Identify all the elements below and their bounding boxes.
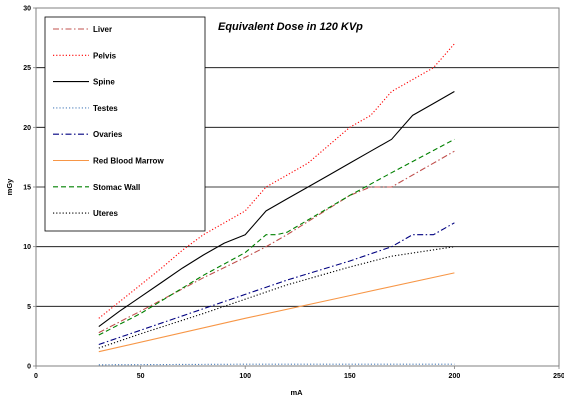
y-tick-label: 5	[27, 304, 31, 311]
x-axis-ticks: 0 50 100 150 200 250	[34, 366, 564, 380]
y-tick-label: 25	[23, 65, 31, 72]
series-line-red-blood-marrow	[98, 272, 455, 353]
x-axis-title: mA	[290, 388, 303, 397]
x-tick-label: 200	[449, 373, 461, 380]
legend-label: Spine	[93, 78, 115, 87]
x-tick-label: 100	[239, 373, 251, 380]
series-line-spine	[98, 91, 455, 328]
legend-box	[44, 16, 206, 232]
y-axis-title: mGy	[5, 178, 14, 196]
chart-title: Equivalent Dose in 120 KVp	[218, 21, 363, 33]
series-line-ovaries	[98, 222, 455, 346]
legend-label: Liver	[93, 25, 112, 34]
series-line-uteres	[98, 246, 455, 349]
x-tick-label: 250	[553, 373, 564, 380]
legend-label: Ovaries	[93, 130, 123, 139]
legend-label: Testes	[93, 104, 118, 113]
x-tick-label: 150	[344, 373, 356, 380]
y-tick-label: 10	[23, 244, 31, 251]
legend-label: Stomac Wall	[93, 183, 140, 192]
series-line-liver	[98, 150, 455, 334]
legend-label: Uteres	[93, 209, 118, 218]
series-line-stomac-wall	[98, 138, 455, 336]
y-tick-label: 15	[23, 185, 31, 192]
series-line-testes	[98, 363, 455, 366]
x-tick-label: 50	[137, 373, 145, 380]
y-tick-label: 0	[27, 364, 31, 371]
y-axis-ticks: 0 5 10 15 20 25 30	[23, 6, 36, 371]
series-layer	[98, 43, 455, 366]
legend-label: Pelvis	[93, 51, 117, 60]
x-tick-label: 0	[34, 373, 38, 380]
legend: Liver Pelvis Spine Testes Ovaries Red Blood M…	[44, 16, 206, 232]
y-tick-label: 20	[23, 125, 31, 132]
legend-label: Red Blood Marrow	[93, 157, 164, 166]
y-tick-label: 30	[23, 6, 31, 13]
